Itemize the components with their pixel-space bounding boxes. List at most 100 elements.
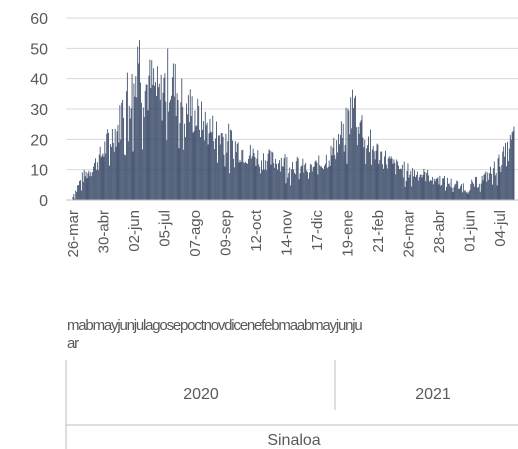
daily-bar: [175, 115, 177, 200]
daily-bar: [215, 138, 217, 200]
daily-bar: [306, 170, 308, 200]
daily-bar: [177, 100, 179, 200]
daily-bar: [308, 178, 309, 200]
daily-bar: [479, 191, 481, 200]
daily-bar: [437, 177, 439, 200]
daily-bar: [187, 114, 188, 200]
daily-bar: [73, 193, 75, 200]
x-tick-label: 07-ago: [187, 210, 204, 257]
daily-bar: [311, 171, 313, 200]
daily-bar: [326, 168, 328, 200]
daily-bar: [169, 102, 171, 200]
daily-bar: [401, 165, 403, 200]
daily-bar: [218, 135, 220, 200]
daily-bar: [222, 136, 224, 200]
daily-bar: [227, 141, 229, 200]
daily-bar: [254, 157, 256, 200]
daily-bar: [116, 131, 118, 200]
y-tick-label: 0: [39, 193, 48, 210]
daily-bar: [457, 181, 459, 200]
y-tick-label: 60: [30, 11, 48, 28]
daily-bar: [294, 174, 296, 200]
daily-bar: [329, 165, 331, 200]
daily-bar: [417, 180, 419, 200]
daily-bar: [442, 178, 444, 200]
daily-bar: [273, 163, 275, 200]
daily-bar: [307, 172, 308, 200]
daily-bar: [79, 180, 80, 200]
group-label: Sinaloa: [267, 432, 320, 449]
daily-bar: [419, 174, 421, 200]
daily-bar: [339, 134, 341, 200]
daily-bar: [232, 158, 234, 200]
daily-bar: [364, 139, 366, 200]
daily-bar: [302, 158, 304, 200]
daily-bar: [503, 146, 505, 200]
daily-bar: [98, 154, 100, 200]
daily-bar: [391, 158, 393, 200]
daily-bar: [192, 132, 194, 200]
x-tick-label: 04-jul: [492, 210, 509, 247]
daily-bar: [274, 167, 276, 200]
daily-bar: [252, 148, 254, 200]
y-axis-ticks: 0 10 20 30 40 50 60: [30, 11, 48, 210]
daily-bar: [96, 162, 98, 200]
daily-bar: [258, 164, 260, 200]
daily-bar: [412, 167, 414, 200]
daily-bar: [235, 152, 237, 200]
daily-bar: [356, 145, 358, 200]
daily-bar: [149, 59, 151, 200]
daily-bar: [239, 159, 241, 200]
daily-bar: [170, 99, 171, 200]
daily-bar: [151, 60, 153, 200]
daily-bar: [118, 142, 120, 200]
daily-bar: [262, 169, 263, 200]
daily-bar: [202, 121, 204, 200]
daily-bar: [424, 171, 426, 200]
daily-bar: [359, 122, 361, 200]
daily-bar: [138, 63, 140, 200]
daily-bar: [85, 171, 87, 200]
daily-bar: [211, 132, 213, 200]
daily-bar: [303, 172, 305, 200]
daily-bar: [105, 153, 107, 200]
daily-bar: [341, 137, 343, 200]
daily-bar: [370, 164, 372, 200]
daily-bar: [481, 175, 483, 200]
daily-bar: [80, 180, 81, 200]
daily-bar: [246, 163, 247, 200]
daily-bar: [241, 150, 243, 200]
daily-bar: [276, 163, 277, 200]
daily-bar: [382, 164, 384, 200]
daily-bar: [381, 151, 383, 200]
daily-bar: [181, 78, 183, 200]
daily-bar: [369, 129, 371, 200]
daily-bar: [304, 164, 306, 200]
daily-bar: [507, 161, 509, 200]
daily-bar: [494, 175, 496, 200]
daily-bar: [264, 160, 266, 200]
daily-bar: [383, 168, 384, 200]
daily-bar: [485, 171, 487, 200]
daily-bar: [495, 173, 497, 200]
daily-bar: [451, 187, 453, 200]
daily-bar: [220, 133, 222, 200]
daily-bar: [337, 152, 338, 200]
daily-bar: [492, 168, 494, 200]
daily-bar: [502, 151, 504, 200]
daily-bar: [140, 82, 141, 200]
daily-bar: [125, 155, 126, 200]
daily-bar: [110, 146, 112, 200]
daily-bar: [206, 122, 208, 200]
daily-bar: [469, 190, 471, 200]
daily-bar: [165, 101, 167, 200]
daily-bar: [114, 128, 116, 200]
daily-bar: [439, 175, 441, 200]
daily-bar: [289, 167, 291, 200]
daily-bar: [421, 177, 423, 200]
daily-bar: [513, 126, 515, 200]
daily-bar: [372, 146, 374, 200]
daily-bar: [248, 158, 249, 200]
daily-bar: [328, 160, 330, 200]
daily-bar: [497, 158, 499, 200]
